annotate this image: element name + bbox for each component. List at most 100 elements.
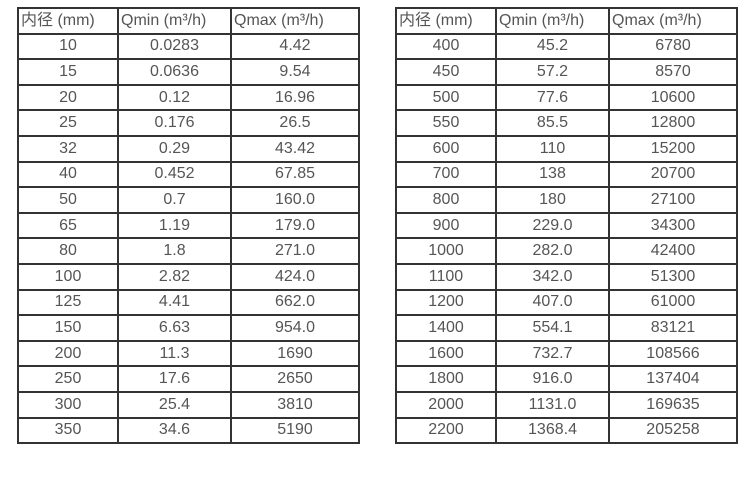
table-cell: 400 [395, 32, 497, 61]
table-row: 20 0.12 16.96 [17, 83, 360, 112]
table-cell: 83121 [608, 314, 738, 342]
table-cell: 125 [17, 288, 119, 317]
table-cell: 40 [17, 160, 119, 189]
table-cell: 110 [495, 134, 610, 163]
table-cell: 15200 [608, 134, 738, 163]
table-row: 1000 282.0 42400 [395, 237, 738, 265]
table-cell: 1600 [395, 339, 497, 368]
table-cell: 342.0 [495, 262, 610, 291]
table-cell: 50 [17, 186, 119, 214]
table-row: 125 4.41 662.0 [17, 288, 360, 317]
table-cell: 20700 [608, 160, 738, 189]
table-row: 400 45.2 6780 [395, 32, 738, 61]
table-row: 65 1.19 179.0 [17, 211, 360, 240]
table-cell: 169635 [608, 390, 738, 419]
table-cell: 1200 [395, 288, 497, 317]
table-cell: 10 [17, 32, 119, 61]
table-row: 1600 732.7 108566 [395, 339, 738, 368]
table-cell: 179.0 [230, 211, 360, 240]
table-cell: 108566 [608, 339, 738, 368]
table-cell: 600 [395, 134, 497, 163]
column-header-qmax: Qmax (m³/h) [230, 7, 360, 35]
table-row: 25 0.176 26.5 [17, 109, 360, 137]
table-cell: 57.2 [495, 58, 610, 86]
table-cell: 180 [495, 186, 610, 214]
column-header-qmin: Qmin (m³/h) [117, 7, 232, 35]
table-cell: 916.0 [495, 365, 610, 393]
table-cell: 0.176 [117, 109, 232, 137]
column-header-qmin: Qmin (m³/h) [495, 7, 610, 35]
table-row: 700 138 20700 [395, 160, 738, 189]
table-cell: 61000 [608, 288, 738, 317]
table-cell: 0.0636 [117, 58, 232, 86]
table-cell: 0.29 [117, 134, 232, 163]
table-row: 500 77.6 10600 [395, 83, 738, 112]
table-cell: 1.19 [117, 211, 232, 240]
table-cell: 80 [17, 237, 119, 265]
table-cell: 1000 [395, 237, 497, 265]
table-cell: 16.96 [230, 83, 360, 112]
table-cell: 300 [17, 390, 119, 419]
table-cell: 2650 [230, 365, 360, 393]
table-cell: 51300 [608, 262, 738, 291]
table-cell: 0.452 [117, 160, 232, 189]
table-row: 100 2.82 424.0 [17, 262, 360, 291]
table-cell: 42400 [608, 237, 738, 265]
table-cell: 137404 [608, 365, 738, 393]
table-cell: 1368.4 [495, 416, 610, 445]
table-row: 900 229.0 34300 [395, 211, 738, 240]
table-cell: 6.63 [117, 314, 232, 342]
table-cell: 77.6 [495, 83, 610, 112]
column-header-diameter: 内径 (mm) [395, 7, 497, 35]
table-body: 10 0.0283 4.42 15 0.0636 9.54 20 0.12 16.96 25 0.1… [17, 32, 360, 445]
table-cell: 1100 [395, 262, 497, 291]
table-row: 450 57.2 8570 [395, 58, 738, 86]
table-row: 15 0.0636 9.54 [17, 58, 360, 86]
table-cell: 424.0 [230, 262, 360, 291]
table-row: 300 25.4 3810 [17, 390, 360, 419]
table-cell: 25 [17, 109, 119, 137]
table-cell: 12800 [608, 109, 738, 137]
table-cell: 45.2 [495, 32, 610, 61]
table-cell: 8570 [608, 58, 738, 86]
table-cell: 662.0 [230, 288, 360, 317]
table-cell: 554.1 [495, 314, 610, 342]
table-cell: 10600 [608, 83, 738, 112]
table-cell: 500 [395, 83, 497, 112]
table-row: 800 180 27100 [395, 186, 738, 214]
table-row: 1400 554.1 83121 [395, 314, 738, 342]
table-cell: 11.3 [117, 339, 232, 368]
table-cell: 1690 [230, 339, 360, 368]
table-row: 600 110 15200 [395, 134, 738, 163]
table-cell: 1.8 [117, 237, 232, 265]
table-cell: 407.0 [495, 288, 610, 317]
table-cell: 229.0 [495, 211, 610, 240]
table-body: 400 45.2 6780 450 57.2 8570 500 77.6 10600 550 85.… [395, 32, 738, 445]
table-cell: 350 [17, 416, 119, 445]
table-cell: 4.42 [230, 32, 360, 61]
table-cell: 4.41 [117, 288, 232, 317]
table-cell: 15 [17, 58, 119, 86]
flow-spec-tables-container: 内径 (mm) Qmin (m³/h) Qmax (m³/h) 10 0.0283… [17, 7, 738, 445]
table-cell: 205258 [608, 416, 738, 445]
table-cell: 450 [395, 58, 497, 86]
table-cell: 2.82 [117, 262, 232, 291]
table-cell: 25.4 [117, 390, 232, 419]
table-row: 2000 1131.0 169635 [395, 390, 738, 419]
table-cell: 200 [17, 339, 119, 368]
table-cell: 67.85 [230, 160, 360, 189]
table-cell: 800 [395, 186, 497, 214]
column-header-qmax: Qmax (m³/h) [608, 7, 738, 35]
table-cell: 2000 [395, 390, 497, 419]
table-cell: 27100 [608, 186, 738, 214]
table-row: 200 11.3 1690 [17, 339, 360, 368]
table-row: 32 0.29 43.42 [17, 134, 360, 163]
table-cell: 1131.0 [495, 390, 610, 419]
table-cell: 0.0283 [117, 32, 232, 61]
table-cell: 282.0 [495, 237, 610, 265]
table-cell: 550 [395, 109, 497, 137]
table-row: 2200 1368.4 205258 [395, 416, 738, 445]
table-cell: 85.5 [495, 109, 610, 137]
column-header-diameter: 内径 (mm) [17, 7, 119, 35]
table-cell: 0.7 [117, 186, 232, 214]
